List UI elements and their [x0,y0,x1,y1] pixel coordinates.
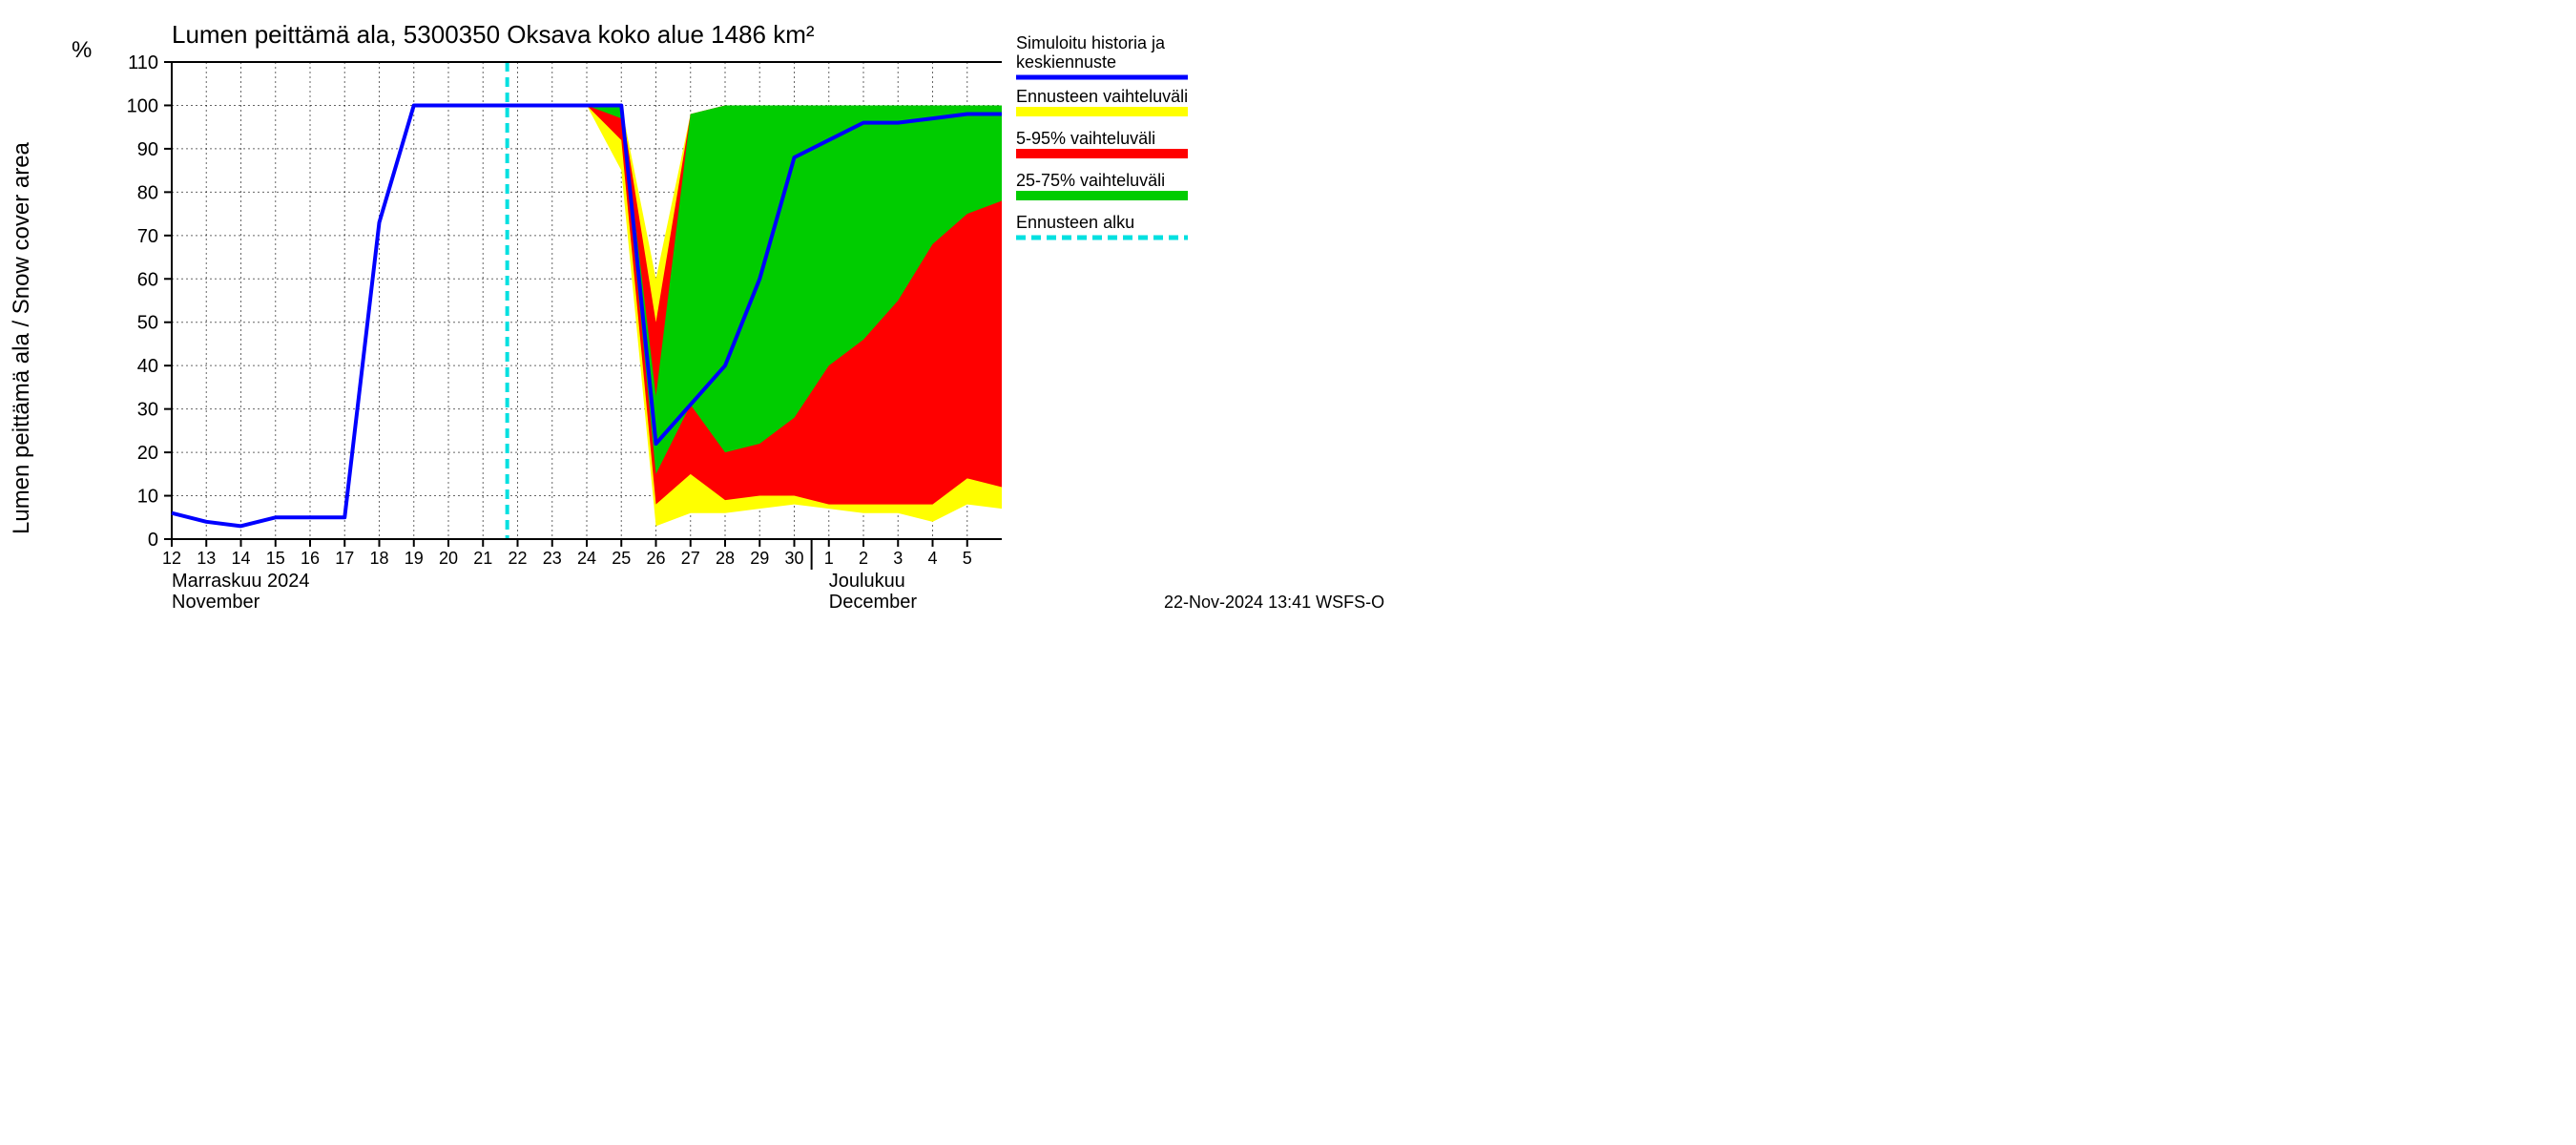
y-tick-label: 100 [127,95,158,116]
legend-swatch [1016,191,1188,200]
legend: Simuloitu historia jakeskiennuste Ennuste… [1016,33,1188,238]
x-tick-label: 1 [824,549,834,568]
month-label-1b: November [172,592,260,613]
legend-swatch [1016,107,1188,116]
legend-label: 25-75% vaihteluväli [1016,171,1165,190]
x-tick-label: 2 [859,549,868,568]
x-tick-label: 23 [543,549,562,568]
x-tick-label: 14 [231,549,250,568]
y-tick-label: 20 [137,443,158,464]
y-tick-label: 70 [137,226,158,247]
y-tick-label: 80 [137,182,158,203]
x-tick-label: 20 [439,549,458,568]
plot-area: 0102030405060708090100110121314151617181… [127,52,1002,570]
x-tick-label: 3 [893,549,903,568]
y-tick-label: 110 [128,52,158,73]
x-tick-label: 4 [927,549,937,568]
y-tick-label: 10 [137,487,158,508]
x-tick-label: 26 [646,549,665,568]
y-axis-unit: % [72,37,92,63]
month-label-1a: Marraskuu 2024 [172,571,310,592]
y-tick-label: 30 [137,400,158,421]
x-tick-label: 19 [405,549,424,568]
y-tick-label: 90 [137,139,158,160]
month-label-2b: December [829,592,918,613]
y-axis-label: Lumen peittämä ala / Snow cover area [9,141,34,534]
legend-label: keskiennuste [1016,52,1116,72]
x-tick-label: 17 [335,549,354,568]
x-tick-label: 5 [963,549,972,568]
legend-swatch [1016,149,1188,158]
x-tick-label: 22 [508,549,527,568]
legend-label: Ennusteen vaihteluväli [1016,87,1188,106]
y-tick-label: 0 [148,530,158,551]
x-tick-label: 27 [681,549,700,568]
legend-label: Simuloitu historia ja [1016,33,1166,52]
chart-title: Lumen peittämä ala, 5300350 Oksava koko … [172,20,815,49]
y-tick-label: 60 [137,269,158,290]
x-tick-label: 30 [784,549,803,568]
legend-label: 5-95% vaihteluväli [1016,129,1155,148]
month-label-2a: Joulukuu [829,571,905,592]
x-tick-label: 28 [716,549,735,568]
footer-timestamp: 22-Nov-2024 13:41 WSFS-O [1164,593,1384,612]
y-tick-label: 40 [137,356,158,377]
x-tick-label: 21 [473,549,492,568]
x-tick-label: 12 [162,549,181,568]
x-tick-label: 18 [369,549,388,568]
legend-label: Ennusteen alku [1016,213,1134,232]
x-tick-label: 16 [301,549,320,568]
x-tick-label: 13 [197,549,216,568]
x-tick-label: 24 [577,549,596,568]
x-tick-label: 25 [612,549,631,568]
x-tick-label: 29 [750,549,769,568]
y-tick-label: 50 [137,313,158,334]
x-tick-label: 15 [266,549,285,568]
